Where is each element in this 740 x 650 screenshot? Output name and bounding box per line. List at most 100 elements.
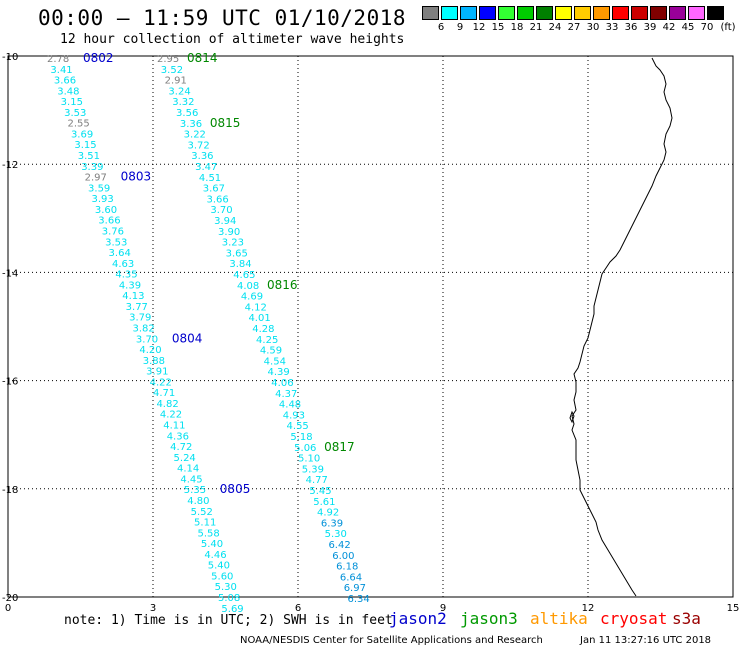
legend-jason2: jason2 <box>389 609 447 628</box>
legend-unit: (ft) <box>720 22 736 33</box>
wave-height-value: 6.18 <box>336 562 358 573</box>
wave-height-value: 3.91 <box>146 367 168 378</box>
wave-height-value: 4.92 <box>317 508 339 519</box>
x-tick-label: 15 <box>727 603 740 614</box>
pass-time-label: 0815 <box>210 116 241 130</box>
wave-height-value: 3.32 <box>172 97 194 108</box>
wave-height-value: 3.82 <box>133 324 155 335</box>
legend-swatch <box>441 6 458 20</box>
wave-height-value: 6.39 <box>321 518 343 529</box>
y-tick-label: -14 <box>2 268 18 279</box>
wave-height-value: 3.94 <box>214 216 236 227</box>
legend-label: 27 <box>567 22 581 33</box>
legend-label: 9 <box>456 22 464 33</box>
island <box>569 410 575 424</box>
wave-height-value: 3.76 <box>102 226 124 237</box>
wave-height-value: 3.56 <box>176 108 198 119</box>
wave-height-value: 4.63 <box>112 259 134 270</box>
wave-height-value: 3.24 <box>168 86 190 97</box>
coastline <box>571 57 673 597</box>
wave-height-value: 4.48 <box>279 400 301 411</box>
wave-height-value: 4.71 <box>153 388 175 399</box>
legend-swatch <box>688 6 705 20</box>
wave-height-value: 3.64 <box>109 248 131 259</box>
wave-height-value: 3.52 <box>161 65 183 76</box>
map-title: 00:00 – 11:59 UTC 01/10/2018 <box>38 6 407 30</box>
wave-height-value: 4.82 <box>156 399 178 410</box>
wave-height-value: 5.30 <box>215 582 237 593</box>
legend-label: 21 <box>529 22 543 33</box>
wave-height-value: 4.54 <box>264 356 286 367</box>
pass-time-label: 0804 <box>172 331 203 345</box>
legend-swatch <box>422 6 439 20</box>
legend-label: 33 <box>605 22 619 33</box>
wave-height-value: 4.25 <box>256 335 278 346</box>
y-tick-label: -12 <box>2 160 18 171</box>
axis-labels: 0 3 6 9 12 15 -10 -12 -14 -16 -18 -20 <box>2 52 739 614</box>
wave-height-value: 3.36 <box>180 119 202 130</box>
wave-height-value: 4.59 <box>260 346 282 357</box>
legend-label: 15 <box>491 22 505 33</box>
legend-altika: altika <box>530 609 588 628</box>
wave-height-value: 6.34 <box>348 594 370 605</box>
pass-time-label: 0802 <box>83 51 114 65</box>
wave-height-value: 6.97 <box>344 583 366 594</box>
wave-height-value: 3.65 <box>226 248 248 259</box>
wave-height-value: 5.35 <box>184 485 206 496</box>
legend-label: 30 <box>586 22 600 33</box>
legend-swatch <box>460 6 477 20</box>
wave-height-value: 3.39 <box>81 162 103 173</box>
legend-label: 36 <box>624 22 638 33</box>
wave-height-value: 5.69 <box>221 604 243 615</box>
x-tick-label: 3 <box>150 603 156 614</box>
wave-height-value: 4.72 <box>170 442 192 453</box>
x-tick-label: 12 <box>582 603 595 614</box>
wave-height-value: 6.00 <box>332 551 354 562</box>
generated-timestamp: Jan 11 13:27:16 UTC 2018 <box>580 635 712 646</box>
wave-height-value: 6.42 <box>328 540 350 551</box>
wave-height-value: 5.30 <box>325 529 347 540</box>
wave-height-value: 4.28 <box>252 324 274 335</box>
wave-height-value: 3.67 <box>203 184 225 195</box>
legend-label: 6 <box>437 22 445 33</box>
wave-height-value: 6.64 <box>340 572 362 583</box>
wave-height-value: 4.39 <box>119 280 141 291</box>
y-tick-label: -20 <box>2 593 18 604</box>
wave-height-value: 2.55 <box>68 119 90 130</box>
wave-height-value: 4.22 <box>150 377 172 388</box>
pass-time-label: 0817 <box>324 440 355 454</box>
wave-height-value: 2.95 <box>157 54 179 65</box>
wave-height-value: 5.10 <box>298 454 320 465</box>
grid-lines <box>8 56 733 597</box>
wave-height-value: 5.18 <box>290 432 312 443</box>
pass-time-label: 0814 <box>187 51 218 65</box>
wave-height-value: 5.45 <box>309 486 331 497</box>
wave-height-value: 3.79 <box>129 313 151 324</box>
legend-swatch <box>631 6 648 20</box>
x-tick-label: 9 <box>440 603 446 614</box>
wave-height-value: 3.41 <box>50 65 72 76</box>
legend-swatch <box>707 6 724 20</box>
y-tick-label: -10 <box>2 52 18 63</box>
wave-height-value: 3.60 <box>95 205 117 216</box>
wave-height-value: 3.22 <box>184 130 206 141</box>
legend-swatch <box>479 6 496 20</box>
altimeter-tracks: 2.783.413.663.483.153.532.553.693.153.51… <box>47 51 370 615</box>
wave-height-value: 3.70 <box>210 205 232 216</box>
wave-height-value: 4.36 <box>167 431 189 442</box>
wave-height-value: 5.24 <box>174 453 196 464</box>
legend-cryosat: cryosat <box>600 609 668 628</box>
wave-height-value: 5.52 <box>191 507 213 518</box>
wave-height-value: 4.45 <box>180 474 202 485</box>
wave-height-value: 3.51 <box>78 151 100 162</box>
legend-label: 18 <box>510 22 524 33</box>
wave-height-value: 3.69 <box>71 129 93 140</box>
wave-height-value: 3.90 <box>218 227 240 238</box>
legend-label: 70 <box>700 22 714 33</box>
wave-height-value: 4.13 <box>122 291 144 302</box>
wave-height-value: 4.08 <box>237 281 259 292</box>
wave-height-value: 5.61 <box>313 497 335 508</box>
wave-height-value: 4.37 <box>275 389 297 400</box>
wave-height-value: 4.22 <box>160 410 182 421</box>
